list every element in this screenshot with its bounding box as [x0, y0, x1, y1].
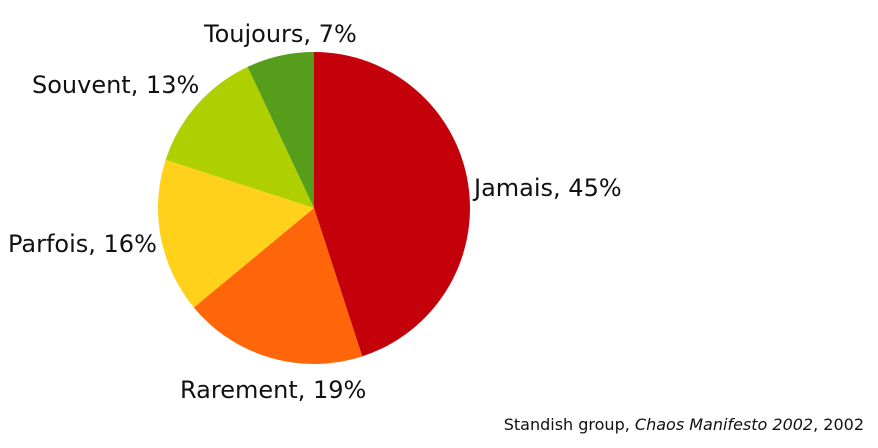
source-prefix: Standish group, [503, 415, 635, 434]
source-suffix: , 2002 [813, 415, 864, 434]
pie-slice [193, 208, 363, 364]
source-citation: Standish group, Chaos Manifesto 2002, 20… [504, 415, 864, 434]
slice-label: Rarement, 19% [180, 376, 366, 404]
pie-slice [158, 159, 314, 308]
slice-label: Parfois, 16% [8, 230, 157, 258]
slice-label: Jamais, 45% [472, 174, 622, 202]
source-work: Chaos Manifesto 2002 [634, 415, 814, 434]
slice-label: Toujours, 7% [203, 20, 357, 48]
pie-slice [165, 66, 314, 208]
slice-label: Souvent, 13% [32, 71, 199, 99]
pie-slice [247, 52, 314, 208]
pie-slice [314, 52, 470, 357]
pie-labels: Jamais, 45% Rarement, 19% Parfois, 16% Souv… [8, 20, 622, 404]
pie-slices [158, 52, 470, 364]
